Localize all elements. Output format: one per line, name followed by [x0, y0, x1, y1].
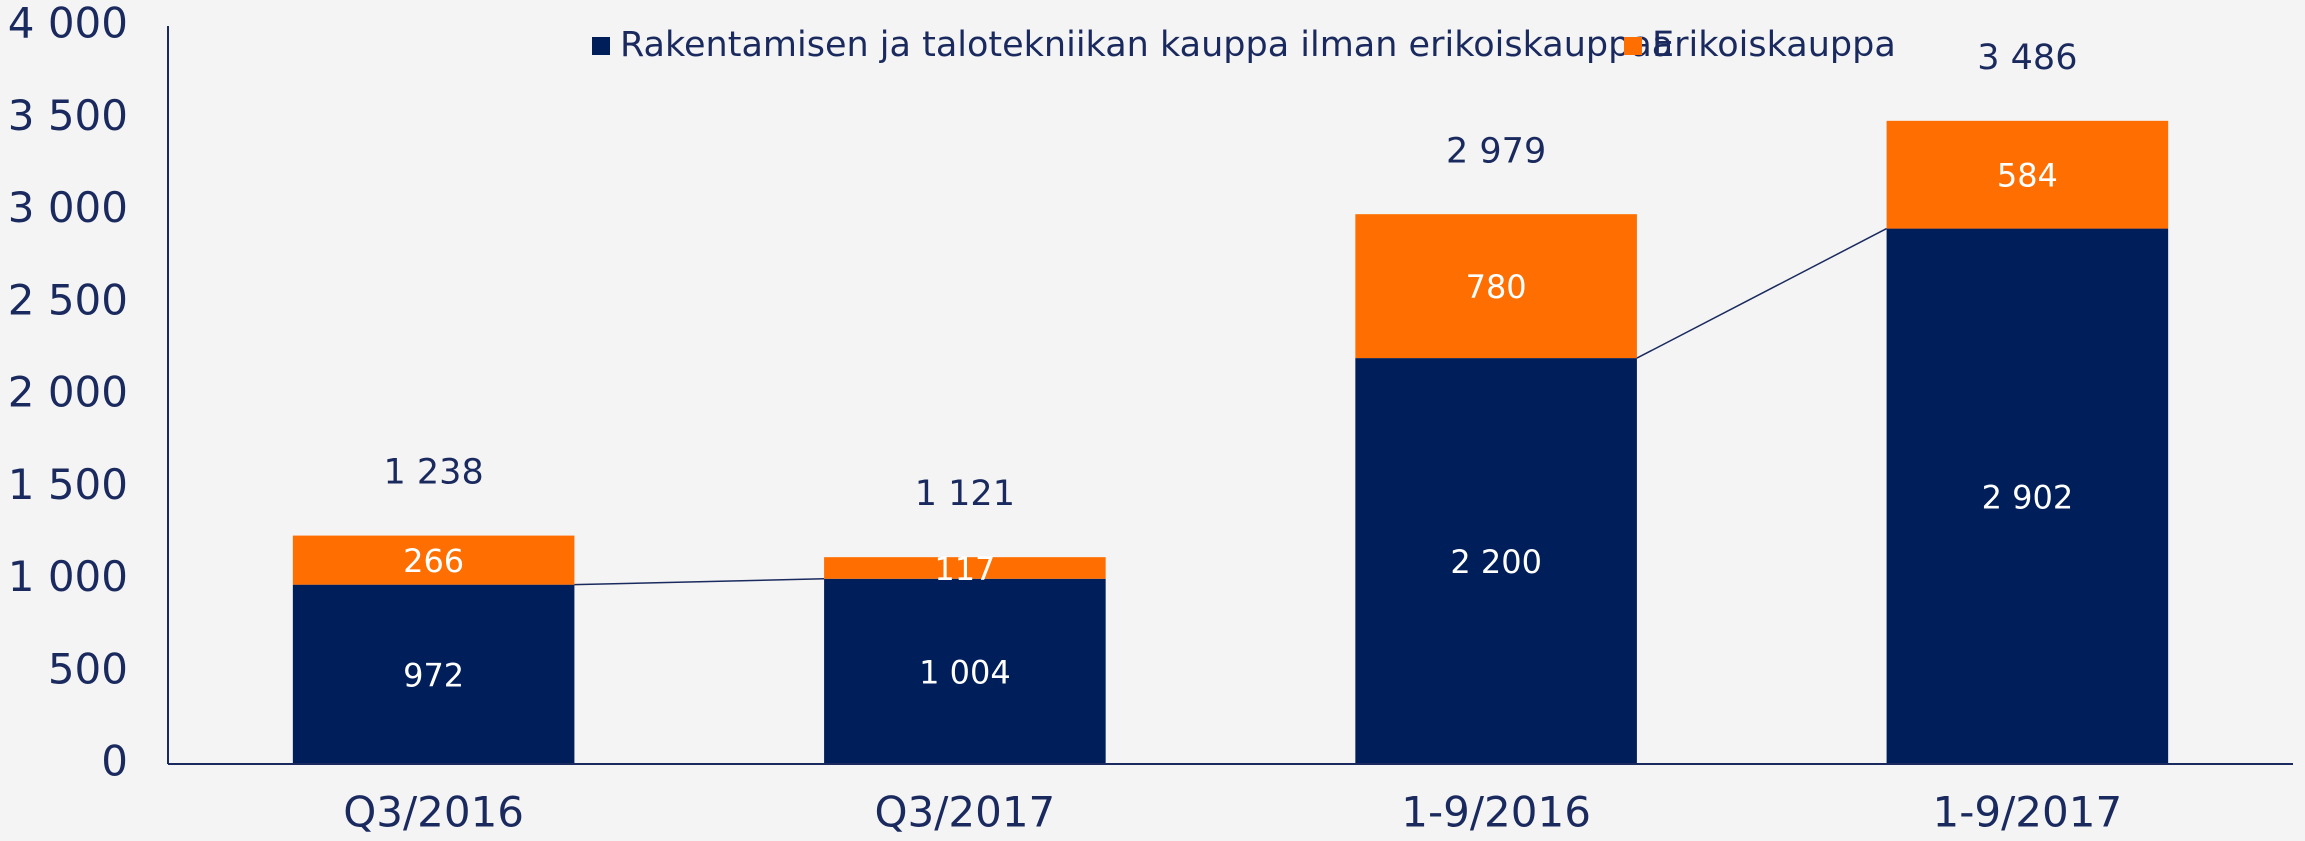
bar-segment	[824, 578, 1106, 764]
legend-swatch	[592, 37, 610, 55]
data-label: 1 004	[919, 653, 1011, 691]
bar-segment	[1355, 358, 1637, 764]
y-tick-label: 2 000	[8, 368, 128, 417]
total-label: 1 238	[384, 453, 484, 493]
data-label: 266	[403, 542, 464, 580]
data-label: 2 200	[1450, 543, 1542, 581]
bar-segment	[292, 535, 575, 585]
y-tick-label: 4 000	[8, 0, 128, 48]
total-label: 1 121	[915, 474, 1015, 514]
y-tick-label: 3 500	[8, 91, 128, 140]
x-tick-label: 1-9/2016	[1401, 788, 1591, 837]
y-tick-label: 1 500	[8, 460, 128, 509]
bar-segment	[1886, 228, 2169, 764]
data-label: 584	[1997, 157, 2058, 195]
total-label: 2 979	[1446, 131, 1546, 171]
data-label: 972	[403, 656, 464, 694]
bar-segment	[1355, 214, 1637, 359]
x-tick-label: Q3/2017	[874, 788, 1055, 837]
legend-label: Erikoiskauppa	[1652, 25, 1896, 65]
legend-swatch	[1624, 37, 1642, 55]
data-label: 117	[934, 550, 995, 588]
connector-line	[1636, 227, 1887, 359]
bar-segment	[824, 557, 1106, 579]
y-tick-label: 1 000	[8, 552, 128, 601]
y-tick-label: 2 500	[8, 275, 128, 324]
connector-line	[574, 578, 825, 586]
total-label: 3 486	[1977, 38, 2077, 78]
y-tick-label: 0	[101, 737, 128, 786]
data-label: 2 902	[1982, 478, 2074, 516]
legend-label: Rakentamisen ja talotekniikan kauppa ilm…	[620, 25, 1673, 65]
y-tick-label: 3 000	[8, 183, 128, 232]
bar-segment	[292, 584, 575, 764]
x-tick-label: Q3/2016	[343, 788, 524, 837]
x-tick-label: 1-9/2017	[1933, 788, 2123, 837]
bar-segment	[1886, 120, 2169, 229]
data-label: 780	[1466, 268, 1527, 306]
y-tick-label: 500	[48, 644, 128, 693]
